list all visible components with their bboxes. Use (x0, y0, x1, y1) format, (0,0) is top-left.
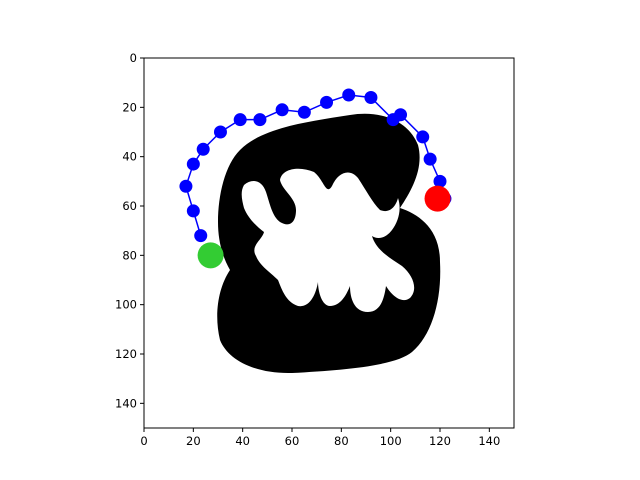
x-tick-label: 140 (478, 434, 500, 448)
path-point (233, 113, 247, 127)
plot-area: 0 20 40 60 80 100 120 140 0 20 40 60 80 100 120 140 (115, 51, 515, 448)
path-point (213, 125, 227, 139)
path-point (196, 142, 210, 156)
path-point (364, 90, 378, 104)
y-tick-label: 140 (115, 396, 137, 410)
x-tick-label: 40 (235, 434, 250, 448)
path-point (186, 157, 200, 171)
mask-image (217, 113, 441, 374)
path-point (186, 204, 200, 218)
path-point (275, 103, 289, 117)
mask-hole (241, 168, 415, 312)
path-point (194, 229, 208, 243)
path-point (297, 105, 311, 119)
goal-point (424, 185, 451, 212)
data-layer (179, 88, 452, 269)
y-tick-label: 80 (122, 248, 137, 262)
path-point (342, 88, 356, 102)
path-point (394, 108, 408, 122)
path-point (433, 174, 447, 188)
y-tick-label: 20 (122, 100, 137, 114)
path-point (423, 152, 437, 166)
x-tick-label: 0 (140, 434, 147, 448)
y-tick-label: 0 (130, 51, 137, 65)
y-tick-label: 40 (122, 150, 137, 164)
x-tick-label: 100 (380, 434, 402, 448)
axes-frame (143, 57, 515, 429)
path-point (416, 130, 430, 144)
path-point (179, 179, 193, 193)
path-point (320, 95, 334, 109)
y-tick-label: 120 (115, 347, 137, 361)
y-tick-label: 100 (115, 298, 137, 312)
x-tick-label: 20 (186, 434, 201, 448)
x-tick-label: 60 (285, 434, 300, 448)
x-axis: 0 20 40 60 80 100 120 140 (140, 428, 500, 448)
x-tick-label: 120 (429, 434, 451, 448)
y-axis: 0 20 40 60 80 100 120 140 (115, 51, 144, 410)
x-tick-label: 80 (334, 434, 349, 448)
path-point (253, 113, 267, 127)
y-tick-label: 60 (122, 199, 137, 213)
start-point (197, 242, 224, 269)
